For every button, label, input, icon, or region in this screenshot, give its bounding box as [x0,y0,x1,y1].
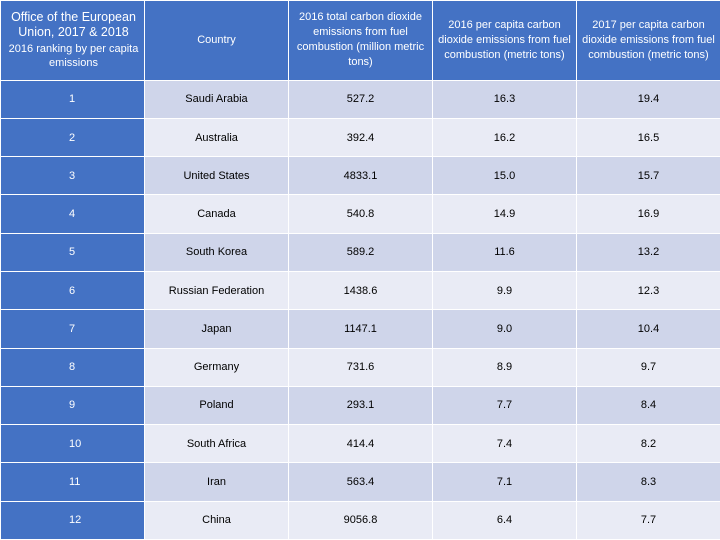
total-2016-cell: 9056.8 [288,500,433,540]
per-capita-2017-cell: 19.4 [576,79,720,119]
country-cell: Japan [144,309,289,349]
per-capita-2016-cell: 9.9 [432,270,577,311]
country-cell: Saudi Arabia [144,79,289,119]
per-capita-2016-cell: 7.7 [432,385,577,426]
table-row: 11 Iran 563.4 7.1 8.3 [0,462,720,502]
rank-cell: 7 [0,309,145,349]
per-capita-2017-cell: 12.3 [576,270,720,311]
per-capita-2017-cell: 13.2 [576,232,720,272]
total-2016-column-header: 2016 total carbon dioxide emissions from… [288,0,433,81]
total-2016-cell: 731.6 [288,347,433,387]
header-row: Office of the European Union, 2017 & 201… [0,0,720,81]
per-capita-2016-cell: 7.4 [432,424,577,464]
per-capita-2017-cell: 8.2 [576,424,720,464]
country-cell: South Korea [144,232,289,272]
rank-cell: 5 [0,232,145,272]
table-row: 10 South Africa 414.4 7.4 8.2 [0,424,720,464]
per-capita-2017-cell: 16.5 [576,117,720,158]
per-capita-2016-cell: 7.1 [432,462,577,502]
table-row: 2 Australia 392.4 16.2 16.5 [0,117,720,158]
per-capita-2016-cell: 16.3 [432,79,577,119]
per-capita-2017-cell: 10.4 [576,309,720,349]
total-2016-cell: 1438.6 [288,270,433,311]
total-2016-cell: 293.1 [288,385,433,426]
table-row: 1 Saudi Arabia 527.2 16.3 19.4 [0,79,720,119]
rank-cell: 10 [0,424,145,464]
per-capita-2017-cell: 8.4 [576,385,720,426]
per-capita-2016-cell: 9.0 [432,309,577,349]
rank-cell: 3 [0,156,145,196]
rank-cell: 1 [0,79,145,119]
rank-cell: 12 [0,500,145,540]
per-capita-2017-cell: 8.3 [576,462,720,502]
total-2016-cell: 392.4 [288,117,433,158]
country-cell: Germany [144,347,289,387]
country-cell: Australia [144,117,289,158]
total-2016-cell: 414.4 [288,424,433,464]
per-capita-2016-cell: 6.4 [432,500,577,540]
table-row: 6 Russian Federation 1438.6 9.9 12.3 [0,270,720,311]
table-row: 5 South Korea 589.2 11.6 13.2 [0,232,720,272]
rank-cell: 4 [0,194,145,234]
rank-cell: 9 [0,385,145,426]
per-capita-2016-cell: 15.0 [432,156,577,196]
office-title: Office of the European Union, 2017 & 201… [11,10,136,40]
total-2016-cell: 589.2 [288,232,433,272]
per-capita-2016-cell: 8.9 [432,347,577,387]
per-capita-2017-cell: 7.7 [576,500,720,540]
table-row: 9 Poland 293.1 7.7 8.4 [0,385,720,426]
per-capita-2017-cell: 16.9 [576,194,720,234]
country-cell: United States [144,156,289,196]
per-capita-2016-cell: 14.9 [432,194,577,234]
table-row: 4 Canada 540.8 14.9 16.9 [0,194,720,234]
header-rank-cell: Office of the European Union, 2017 & 201… [0,0,145,81]
total-2016-cell: 540.8 [288,194,433,234]
per-capita-2016-column-header: 2016 per capita carbon dioxide emissions… [432,0,577,81]
rank-cell: 11 [0,462,145,502]
country-cell: South Africa [144,424,289,464]
country-cell: Canada [144,194,289,234]
total-2016-cell: 1147.1 [288,309,433,349]
country-column-header: Country [144,0,289,81]
rank-column-header: 2016 ranking by per capita emissions [8,43,139,70]
country-cell: China [144,500,289,540]
country-cell: Iran [144,462,289,502]
per-capita-2017-cell: 9.7 [576,347,720,387]
rank-cell: 8 [0,347,145,387]
per-capita-2016-cell: 11.6 [432,232,577,272]
country-cell: Poland [144,385,289,426]
rank-cell: 2 [0,117,145,158]
total-2016-cell: 527.2 [288,79,433,119]
table-row: 7 Japan 1147.1 9.0 10.4 [0,309,720,349]
table-row: 8 Germany 731.6 8.9 9.7 [0,347,720,387]
country-cell: Russian Federation [144,270,289,311]
per-capita-2017-column-header: 2017 per capita carbon dioxide emissions… [576,0,720,81]
table-row: 12 China 9056.8 6.4 7.7 [0,500,720,540]
per-capita-2016-cell: 16.2 [432,117,577,158]
total-2016-cell: 563.4 [288,462,433,502]
table-row: 3 United States 4833.1 15.0 15.7 [0,156,720,196]
per-capita-2017-cell: 15.7 [576,156,720,196]
total-2016-cell: 4833.1 [288,156,433,196]
rank-cell: 6 [0,270,145,311]
